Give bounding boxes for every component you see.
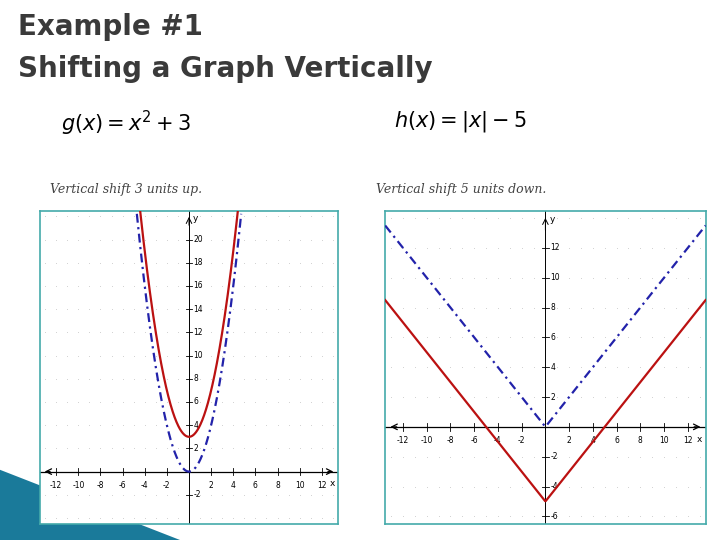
Text: 2: 2 <box>194 444 198 453</box>
Text: $h(x) = |x| - 5$: $h(x) = |x| - 5$ <box>395 109 527 134</box>
Text: -2: -2 <box>163 481 171 490</box>
Text: 6: 6 <box>253 481 258 490</box>
Text: 12: 12 <box>194 328 203 337</box>
Text: 6: 6 <box>194 397 198 407</box>
Polygon shape <box>0 470 180 540</box>
Text: 4: 4 <box>590 436 595 446</box>
Text: 6: 6 <box>614 436 619 446</box>
Text: 18: 18 <box>194 258 203 267</box>
Text: 12: 12 <box>317 481 327 490</box>
Text: 4: 4 <box>194 421 198 430</box>
Text: 6: 6 <box>550 333 555 342</box>
Text: 8: 8 <box>638 436 643 446</box>
Text: -4: -4 <box>141 481 148 490</box>
Text: 12: 12 <box>683 436 693 446</box>
Text: -8: -8 <box>446 436 454 446</box>
Text: 4: 4 <box>231 481 235 490</box>
Text: 14: 14 <box>194 305 203 314</box>
Text: 8: 8 <box>275 481 280 490</box>
Text: 8: 8 <box>194 374 198 383</box>
Text: 20: 20 <box>194 235 203 244</box>
Text: 10: 10 <box>295 481 305 490</box>
Text: 10: 10 <box>660 436 669 446</box>
Text: 2: 2 <box>550 393 555 402</box>
Text: 2: 2 <box>567 436 572 446</box>
Text: 16: 16 <box>194 281 203 291</box>
Text: -10: -10 <box>420 436 433 446</box>
Text: x: x <box>330 480 335 488</box>
Text: -4: -4 <box>494 436 502 446</box>
Text: x: x <box>697 435 702 444</box>
Text: 10: 10 <box>194 351 203 360</box>
Text: -10: -10 <box>72 481 84 490</box>
Text: -4: -4 <box>550 482 558 491</box>
Text: y: y <box>192 214 198 223</box>
Text: -12: -12 <box>397 436 409 446</box>
Text: -6: -6 <box>470 436 478 446</box>
Text: y: y <box>549 215 554 224</box>
Text: Example #1: Example #1 <box>18 13 203 40</box>
Text: -6: -6 <box>550 512 558 521</box>
Text: -2: -2 <box>518 436 526 446</box>
Text: 4: 4 <box>550 363 555 372</box>
Text: Shifting a Graph Vertically: Shifting a Graph Vertically <box>18 55 433 83</box>
Text: 12: 12 <box>550 244 559 252</box>
Text: -2: -2 <box>194 490 201 500</box>
Text: Vertical shift 5 units down.: Vertical shift 5 units down. <box>376 183 546 195</box>
Text: $g(x) = x^2 + 3$: $g(x) = x^2 + 3$ <box>61 109 191 138</box>
Text: 2: 2 <box>209 481 214 490</box>
Text: -8: -8 <box>96 481 104 490</box>
Text: -2: -2 <box>550 452 558 461</box>
Text: -12: -12 <box>50 481 63 490</box>
Text: -6: -6 <box>119 481 127 490</box>
Text: 8: 8 <box>550 303 555 312</box>
Text: 10: 10 <box>550 273 560 282</box>
Text: Vertical shift 3 units up.: Vertical shift 3 units up. <box>50 183 202 195</box>
